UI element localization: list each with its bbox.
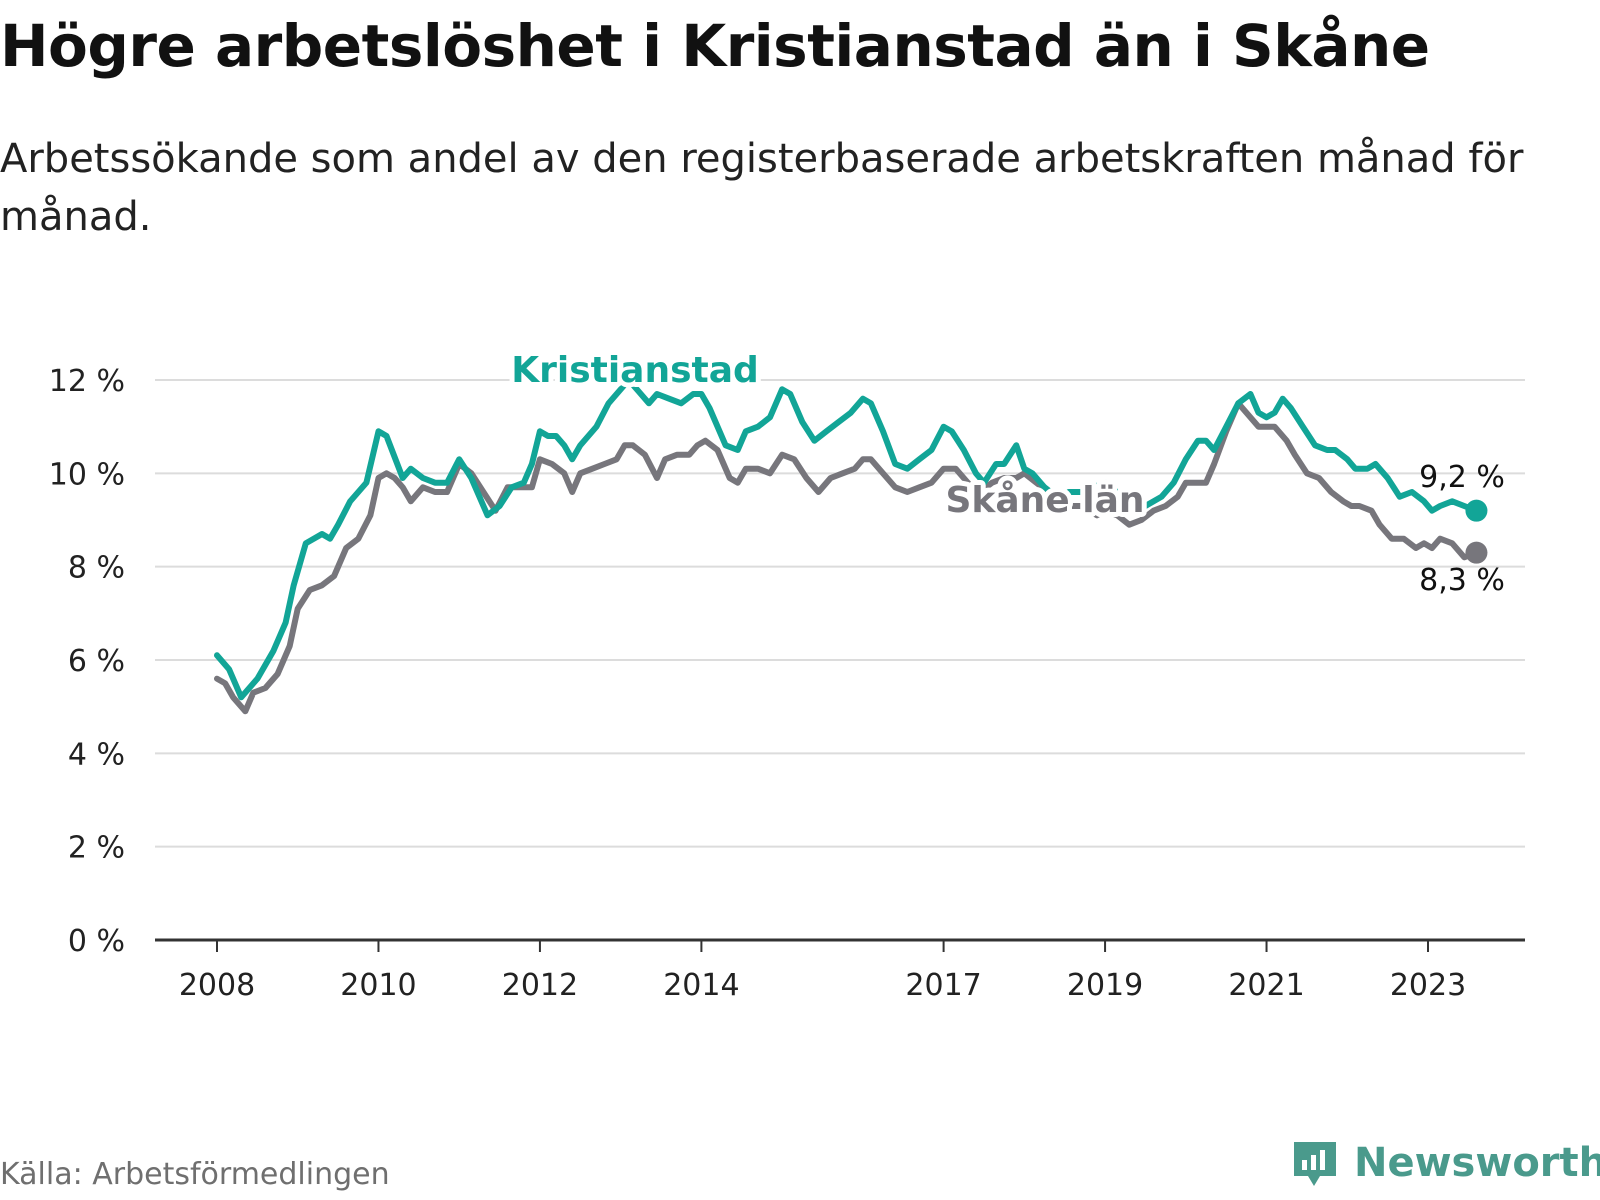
end-point-skane: [1465, 541, 1488, 564]
y-tick-label: 6 %: [68, 644, 125, 679]
x-tick-label: 2014: [663, 968, 739, 1003]
y-tick-label: 0 %: [68, 924, 125, 959]
y-axis-tick-labels: 0 % 2 % 4 % 6 % 8 % 10 % 12 %: [49, 364, 125, 959]
end-point-kristianstad: [1465, 499, 1488, 522]
end-label-kristianstad: 9,2 %: [1419, 460, 1505, 495]
series-label-kristianstad: Kristianstad: [511, 350, 759, 391]
end-label-skane: 8,3 %: [1419, 563, 1505, 598]
x-tick-label: 2021: [1228, 968, 1304, 1003]
x-tick-label: 2023: [1390, 968, 1466, 1003]
y-tick-label: 10 %: [49, 457, 125, 492]
chart-title: Högre arbetslöshet i Kristianstad än i S…: [0, 12, 1430, 80]
x-tick-label: 2012: [502, 968, 578, 1003]
series-line-kristianstad: [214, 377, 1480, 701]
source-note: Källa: Arbetsförmedlingen: [0, 1157, 390, 1192]
x-tick-label: 2017: [905, 968, 981, 1003]
x-axis: 2008 2010 2012 2014 2017 2019 2021 2023: [155, 938, 1525, 1003]
brand-name: Newsworthy: [1354, 1140, 1600, 1186]
newsworthy-logo-icon: [1294, 1142, 1336, 1186]
y-tick-label: 12 %: [49, 364, 125, 399]
chart-subtitle: Arbetssökande som andel av den registerb…: [0, 136, 1524, 240]
y-tick-label: 8 %: [68, 551, 125, 586]
series-label-skane: Skåne län: [945, 480, 1144, 521]
y-tick-label: 4 %: [68, 737, 125, 772]
x-tick-label: 2019: [1067, 968, 1143, 1003]
series-line-skane: [214, 400, 1480, 715]
x-tick-label: 2010: [340, 968, 416, 1003]
series-label-skane-halo: Skåne län: [945, 480, 1144, 521]
series-lines: [214, 377, 1488, 715]
series-label-kristianstad-halo: Kristianstad: [511, 350, 759, 391]
y-tick-label: 2 %: [68, 831, 125, 866]
x-tick-label: 2008: [179, 968, 255, 1003]
brand-logo: Newsworthy: [1290, 1138, 1600, 1188]
